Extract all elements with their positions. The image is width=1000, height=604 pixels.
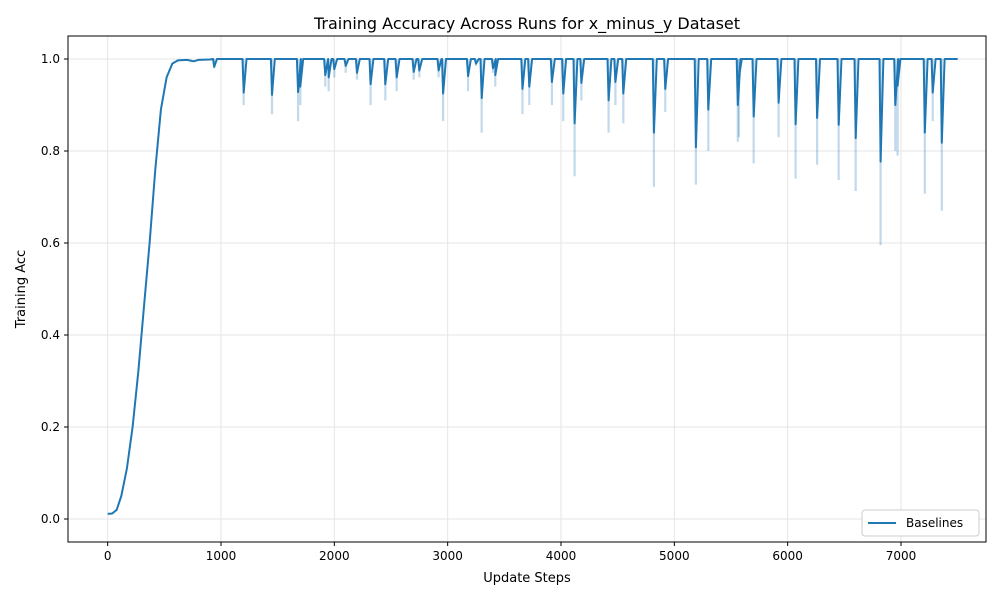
y-tick-label: 1.0 <box>41 52 60 66</box>
series-line-layer <box>107 58 958 515</box>
x-tick-label: 3000 <box>432 549 463 563</box>
x-tick-label: 5000 <box>659 549 690 563</box>
y-tick-label: 0.2 <box>41 420 60 434</box>
x-tick-label: 0 <box>104 549 112 563</box>
y-tick-label: 0.4 <box>41 328 60 342</box>
plot-frame <box>67 35 987 543</box>
x-tick-label: 6000 <box>772 549 803 563</box>
y-tick-label: 0.0 <box>41 512 60 526</box>
y-tick-label: 0.6 <box>41 236 60 250</box>
x-tick-label: 1000 <box>206 549 237 563</box>
y-tick-label: 0.8 <box>41 144 60 158</box>
y-axis-label: Training Acc <box>14 250 29 329</box>
legend-label-baselines: Baselines <box>906 516 963 530</box>
series-line-baselines <box>107 58 958 515</box>
chart-title: Training Accuracy Across Runs for x_minu… <box>313 14 740 34</box>
legend: Baselines <box>861 509 980 537</box>
x-tick-label: 7000 <box>886 549 917 563</box>
legend-box <box>861 509 980 537</box>
x-tick-label: 2000 <box>319 549 350 563</box>
y-axis-ticks: 0.0 0.2 0.4 0.6 0.8 1.0 <box>41 52 68 526</box>
x-axis-label: Update Steps <box>483 571 571 586</box>
x-tick-label: 4000 <box>546 549 577 563</box>
x-axis-ticks: 0 1000 2000 3000 4000 5000 6000 7000 <box>104 542 916 563</box>
